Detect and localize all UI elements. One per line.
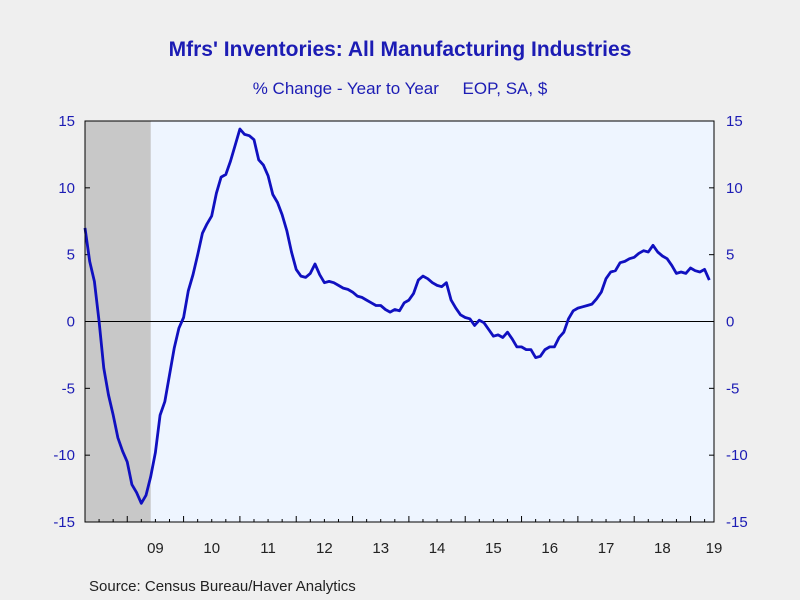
y-tick-label-right: -10: [726, 447, 748, 464]
y-tick-label-right: 0: [726, 314, 734, 331]
y-tick-label-right: 15: [726, 113, 743, 130]
x-tick-label: 12: [316, 540, 333, 557]
x-tick-label: 10: [203, 540, 220, 557]
axis-labels: -15 -15 -10 -10 -5 -5 0 0 5 5 10 10 15 15 09 10 11 12 13 14…: [53, 113, 747, 557]
x-tick-label: 11: [260, 540, 276, 557]
chart-subtitle: % Change - Year to Year EOP, SA, $: [252, 79, 548, 98]
y-tick-label-left: 15: [58, 113, 75, 130]
source-note: Source: Census Bureau/Haver Analytics: [89, 578, 356, 595]
y-tick-label-right: -15: [726, 514, 748, 531]
x-tick-label: 14: [429, 540, 446, 557]
x-tick-label: 15: [485, 540, 502, 557]
y-tick-label-left: -15: [53, 514, 75, 531]
y-tick-label-left: 10: [58, 180, 75, 197]
x-tick-label: 18: [654, 540, 671, 557]
x-tick-label: 17: [598, 540, 615, 557]
y-tick-label-left: -5: [62, 380, 75, 397]
x-tick-label: 09: [147, 540, 164, 557]
x-tick-label: 19: [706, 540, 723, 557]
chart-title: Mfrs' Inventories: All Manufacturing Ind…: [168, 38, 632, 61]
y-tick-label-left: -10: [53, 447, 75, 464]
y-tick-label-right: 5: [726, 247, 734, 264]
y-tick-label-right: -5: [726, 380, 739, 397]
y-tick-label-left: 0: [67, 314, 75, 331]
y-tick-label-left: 5: [67, 247, 75, 264]
plot-frame: [84, 120, 715, 523]
y-tick-label-right: 10: [726, 180, 743, 197]
x-tick-label: 16: [541, 540, 558, 557]
x-tick-label: 13: [372, 540, 389, 557]
series-line: [83, 127, 711, 505]
